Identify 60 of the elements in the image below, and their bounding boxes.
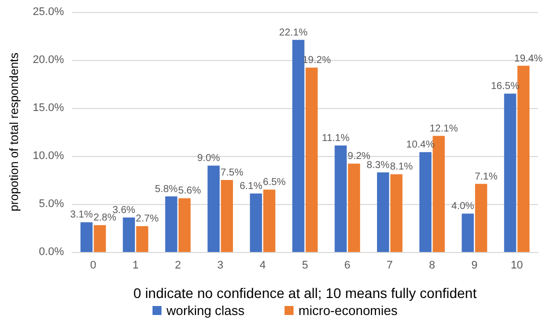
y-tick-label: 5.0%	[38, 198, 64, 210]
data-label: 9.2%	[348, 151, 371, 162]
bar	[517, 66, 530, 252]
bar	[80, 222, 93, 252]
data-label: 8.1%	[390, 162, 413, 173]
bar	[220, 180, 233, 252]
legend-label: working class	[166, 303, 246, 318]
x-tick-label: 1	[132, 260, 139, 272]
data-label: 8.3%	[366, 160, 390, 171]
bar	[250, 193, 262, 252]
x-tick-label: 2	[174, 260, 181, 272]
bar	[263, 190, 276, 252]
data-label: 6.5%	[262, 177, 286, 188]
x-tick-label: 3	[217, 260, 224, 272]
bar	[504, 94, 516, 252]
x-tick-label: 5	[302, 260, 308, 272]
data-label: 5.8%	[154, 184, 178, 195]
data-label: 19.4%	[514, 53, 543, 64]
bar	[377, 172, 390, 252]
data-label: 4.0%	[451, 201, 474, 212]
y-tick-label: 20.0%	[32, 54, 64, 66]
data-label: 12.1%	[430, 123, 458, 134]
bar	[122, 217, 135, 252]
x-tick-label: 6	[344, 260, 350, 272]
data-label: 9.0%	[197, 153, 220, 164]
data-label: 7.1%	[474, 171, 498, 182]
bar	[432, 136, 445, 252]
bar	[475, 184, 488, 252]
data-label: 22.1%	[279, 27, 308, 38]
bar	[165, 196, 178, 252]
x-tick-label: 10	[510, 260, 523, 272]
x-tick-label: 0	[90, 260, 96, 272]
x-axis-title: 0 indicate no confidence at all; 10 means fully confident	[133, 285, 477, 301]
bar	[292, 40, 304, 252]
bar	[334, 145, 347, 252]
x-tick-label: 7	[386, 260, 393, 272]
bar	[462, 214, 474, 252]
y-tick-label: 25.0%	[32, 6, 64, 18]
bar	[208, 166, 220, 252]
bar	[419, 152, 432, 252]
data-label: 3.1%	[70, 210, 94, 221]
bar	[178, 198, 191, 252]
x-tick-label: 4	[260, 260, 266, 272]
legend-label: micro-economies	[298, 303, 398, 318]
bar	[348, 164, 360, 252]
data-label: 11.1%	[322, 132, 350, 144]
data-label: 5.6%	[178, 186, 202, 197]
data-label: 2.7%	[136, 214, 159, 225]
y-tick-label: 15.0%	[32, 102, 64, 114]
data-label: 6.1%	[240, 180, 262, 192]
x-tick-label: 8	[429, 260, 436, 272]
bar	[306, 68, 318, 252]
bar	[94, 225, 106, 252]
y-tick-label: 0.0%	[38, 246, 64, 258]
y-tick-label: 10.0%	[32, 150, 64, 162]
bar	[136, 226, 148, 252]
data-label: 7.5%	[220, 168, 244, 178]
x-tick-label: 9	[471, 260, 478, 272]
bar	[390, 174, 402, 252]
y-axis-title: propotion of total respondents	[7, 52, 21, 212]
